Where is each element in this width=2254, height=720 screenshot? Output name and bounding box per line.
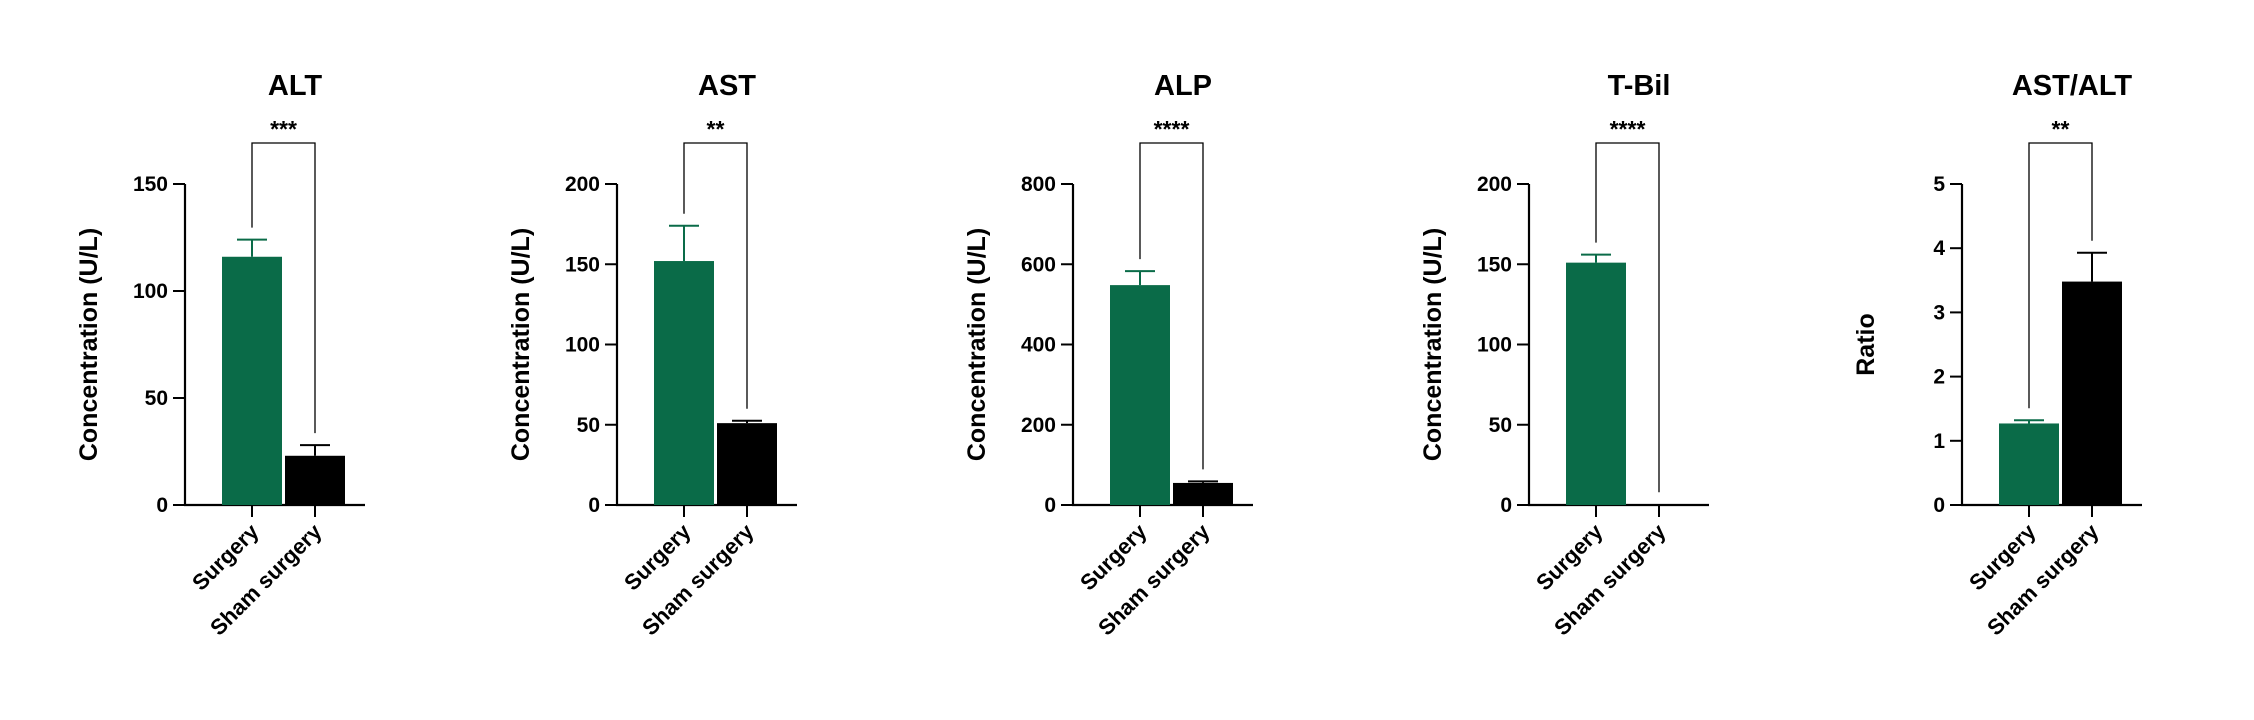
y-tick-label: 0: [1933, 494, 1945, 517]
y-tick-label: 50: [577, 414, 600, 437]
bar-sham-surgery: [285, 455, 345, 505]
x-category-label: Sham surgery: [637, 518, 759, 640]
chart-title: ALT: [268, 70, 323, 102]
bar-surgery: [1999, 423, 2059, 505]
bar-surgery: [1110, 285, 1170, 505]
bar-sham-surgery: [717, 423, 777, 505]
y-tick-label: 100: [133, 280, 168, 303]
bar-surgery: [1566, 262, 1626, 505]
y-tick-label: 0: [156, 494, 168, 517]
bar-sham-surgery: [1173, 482, 1233, 505]
y-tick-label: 4: [1933, 237, 1945, 260]
x-category-label: Sham surgery: [1549, 518, 1671, 640]
bar-sham-surgery: [2062, 281, 2122, 505]
significance-bracket: [683, 142, 748, 409]
y-axis-label: Concentration (U/L): [507, 228, 535, 461]
significance-label: **: [2052, 116, 2070, 142]
y-tick-label: 400: [1021, 334, 1056, 357]
bar-surgery: [222, 256, 282, 505]
bar-surgery: [654, 261, 714, 505]
chart-title: T-Bil: [1608, 70, 1671, 102]
chart-title: AST/ALT: [2012, 70, 2133, 102]
y-axis-label: Concentration (U/L): [1419, 228, 1447, 461]
x-category-label: Sham surgery: [1093, 518, 1215, 640]
significance-bracket: [1595, 142, 1660, 493]
significance-label: ***: [270, 116, 297, 142]
y-tick-label: 5: [1933, 173, 1945, 196]
y-tick-label: 200: [1477, 173, 1512, 196]
y-tick-label: 200: [565, 173, 600, 196]
significance-bracket: [1139, 142, 1204, 470]
y-axis-label: Ratio: [1852, 313, 1880, 376]
x-category-label: Sham surgery: [1982, 518, 2104, 640]
y-tick-label: 1: [1933, 430, 1945, 453]
y-tick-label: 0: [1500, 494, 1512, 517]
y-tick-label: 100: [565, 334, 600, 357]
y-tick-label: 200: [1021, 414, 1056, 437]
y-tick-label: 50: [145, 387, 168, 410]
y-tick-label: 800: [1021, 173, 1056, 196]
y-tick-label: 600: [1021, 253, 1056, 276]
y-tick-label: 50: [1489, 414, 1512, 437]
bar-sham-surgery: [1629, 504, 1689, 505]
y-tick-label: 0: [588, 494, 600, 517]
y-axis-label: Concentration (U/L): [75, 228, 103, 461]
y-tick-label: 150: [1477, 253, 1512, 276]
significance-label: ****: [1610, 116, 1646, 142]
y-tick-label: 2: [1933, 366, 1945, 389]
y-tick-label: 3: [1933, 301, 1945, 324]
chart-title: ALP: [1154, 70, 1212, 102]
y-axis-label: Concentration (U/L): [963, 228, 991, 461]
chart-title: AST: [698, 70, 756, 102]
significance-bracket: [251, 142, 316, 434]
y-tick-label: 150: [565, 253, 600, 276]
significance-label: **: [707, 116, 725, 142]
significance-bracket: [2028, 142, 2093, 409]
y-tick-label: 150: [133, 173, 168, 196]
y-tick-label: 100: [1477, 334, 1512, 357]
y-tick-label: 0: [1044, 494, 1056, 517]
significance-label: ****: [1154, 116, 1190, 142]
x-category-label: Sham surgery: [205, 518, 327, 640]
